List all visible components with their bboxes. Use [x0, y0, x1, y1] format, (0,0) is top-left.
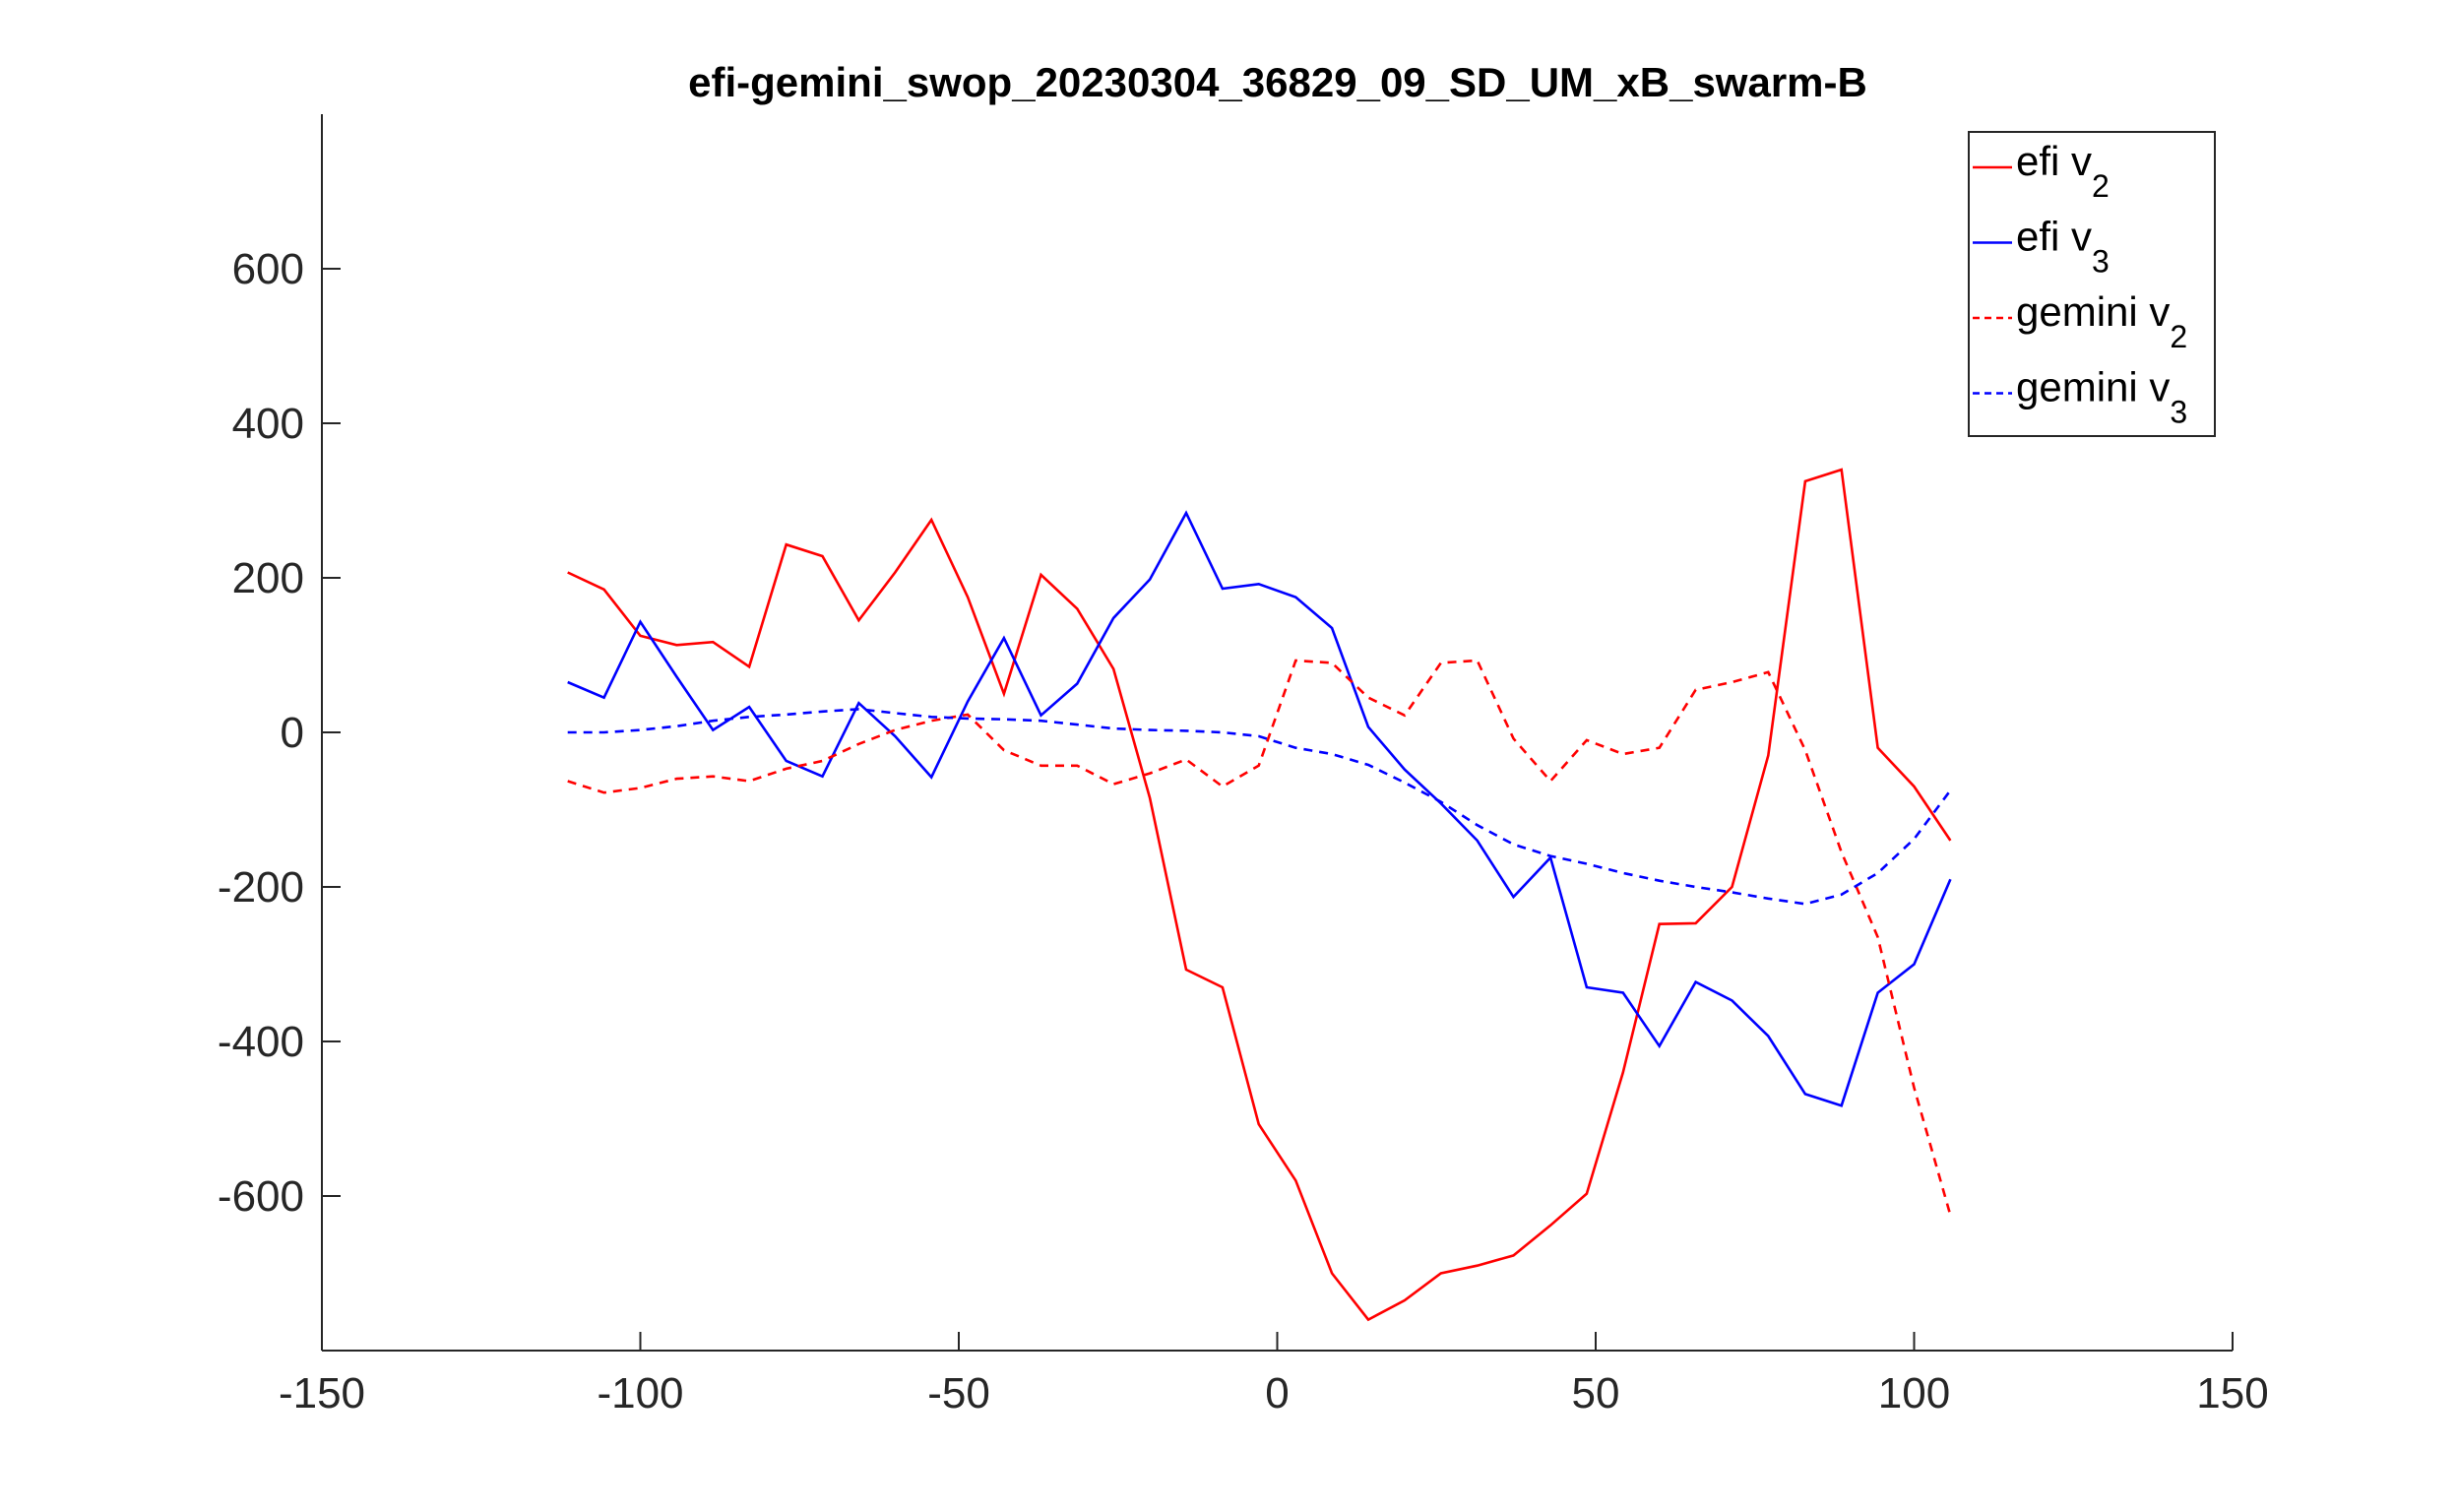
y-tick-label: 400: [232, 400, 304, 448]
x-tick-label: -100: [597, 1369, 683, 1418]
legend-entry-label: efi v3: [2016, 214, 2110, 280]
legend-entry-label: gemini v2: [2016, 288, 2187, 354]
x-tick-label: 100: [1878, 1369, 1950, 1418]
y-tick-label: -400: [218, 1018, 304, 1066]
series-line-gemini-v-3-dashed: [567, 708, 1952, 906]
y-tick-label: -600: [218, 1172, 304, 1221]
plot-lines: [567, 468, 1952, 1322]
y-tick-label: 0: [281, 709, 304, 757]
x-tick-label: -50: [927, 1369, 990, 1418]
axes: -150 -100 -50 0 50 100 150 -600 -400 -200 0 200 400 6…: [218, 114, 2269, 1418]
legend-entry-label: gemini v3: [2016, 364, 2187, 430]
x-tick-label: 150: [2196, 1369, 2268, 1418]
series-line-gemini-v-2-dashed: [567, 659, 1952, 1216]
y-tick-label: -200: [218, 863, 304, 912]
x-tick-label: 50: [1572, 1369, 1620, 1418]
x-tick-label: 0: [1265, 1369, 1289, 1418]
y-tick-label: 600: [232, 245, 304, 293]
legend: efi v2 efi v3 gemini v2 gemini v3: [1968, 131, 2216, 437]
y-tick-label: 200: [232, 554, 304, 602]
legend-entry-label: efi v2: [2016, 138, 2110, 204]
series-line-efi-v-2-solid: [567, 468, 1952, 1322]
legend-box: [1968, 131, 2216, 437]
x-tick-label: -150: [279, 1369, 365, 1418]
chart-title: efi-gemini_swop_20230304_36829_09_SD_UM_…: [688, 59, 1867, 105]
